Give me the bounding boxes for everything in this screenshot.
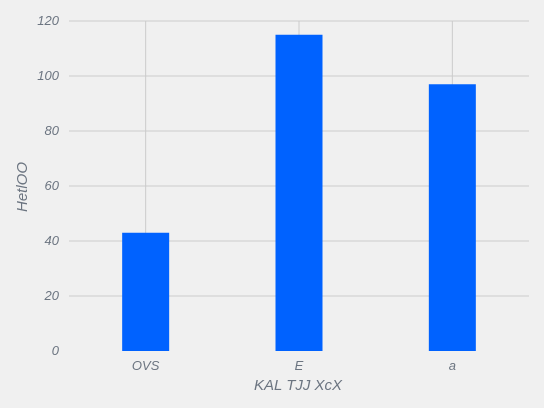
bar-E [275, 34, 323, 351]
y-tick-label-0: 0 [52, 343, 60, 358]
y-axis-ticks: 0 20 40 60 80 100 120 [37, 13, 59, 358]
bar-OVS [122, 232, 170, 351]
x-tick-label-E: E [295, 358, 304, 373]
x-axis-title: KAL TJJ XcX [254, 377, 343, 394]
bar-a [428, 84, 476, 351]
x-tick-label-a: a [449, 358, 456, 373]
y-axis-title: HetlOO [14, 162, 31, 212]
bars [122, 34, 476, 351]
y-tick-label-40: 40 [45, 233, 60, 248]
y-tick-label-100: 100 [37, 68, 59, 83]
y-tick-label-120: 120 [37, 13, 59, 28]
y-tick-label-80: 80 [45, 123, 60, 138]
y-tick-label-20: 20 [44, 288, 60, 303]
y-tick-label-60: 60 [45, 178, 60, 193]
x-tick-label-OVS: OVS [132, 358, 160, 373]
